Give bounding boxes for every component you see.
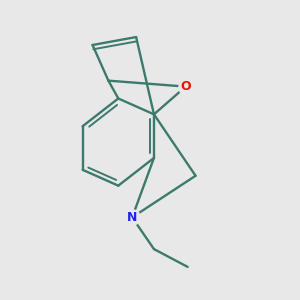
Text: O: O [180, 80, 191, 93]
Text: N: N [127, 211, 137, 224]
